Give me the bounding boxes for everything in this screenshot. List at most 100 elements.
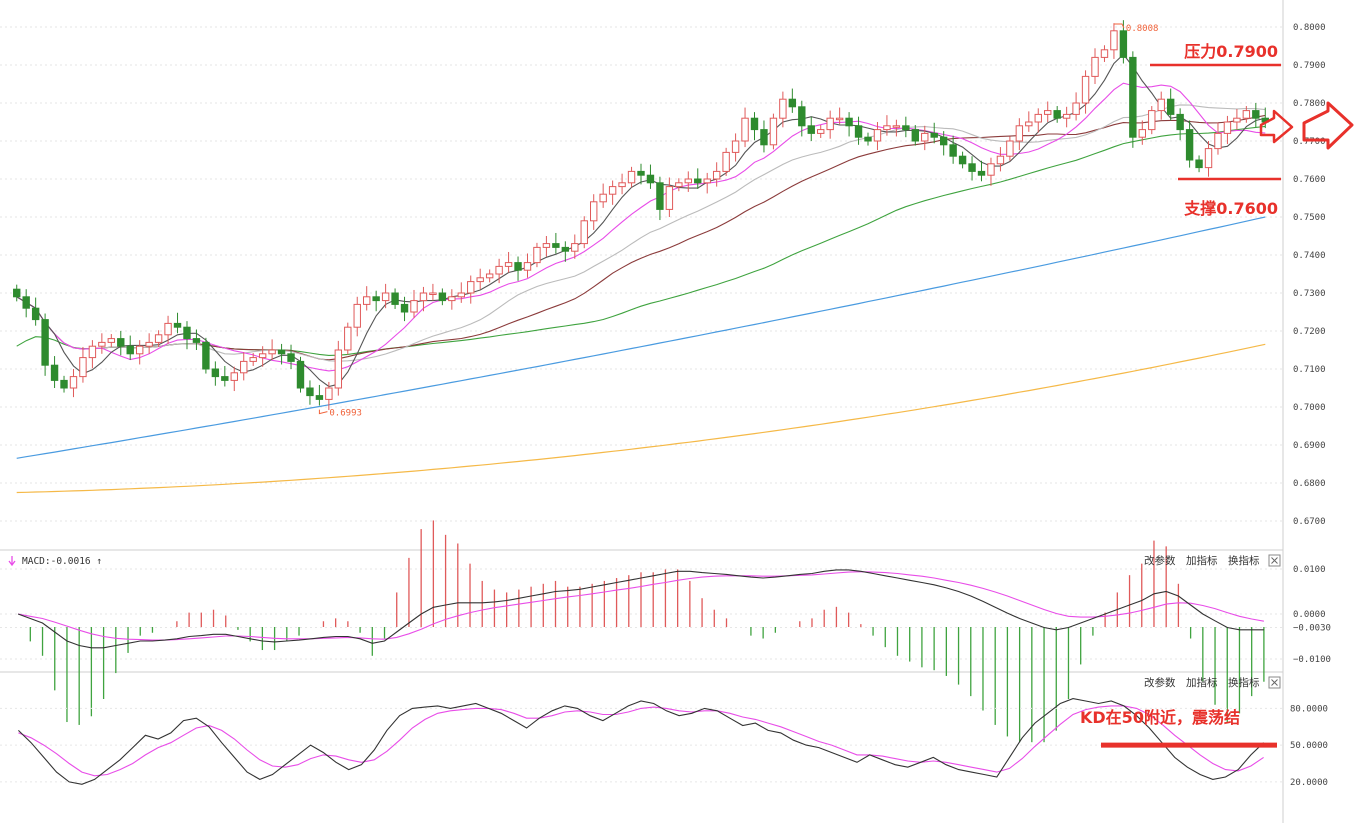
candle: [438, 288, 447, 306]
candle-body: [854, 125, 863, 138]
candle: [1072, 92, 1080, 121]
resistance-label: 压力0.7900: [1184, 42, 1278, 61]
add-indicator-button[interactable]: 加指标: [1186, 554, 1218, 567]
candle-body: [911, 129, 920, 142]
candle-body: [1044, 110, 1052, 115]
macd-tick-label: 0.0100: [1293, 565, 1326, 575]
candle: [1214, 122, 1222, 155]
candle: [939, 131, 948, 156]
red-right-arrow-icon: [1259, 101, 1354, 150]
candle-body: [1062, 113, 1071, 119]
candle-body: [22, 296, 30, 309]
price-tick-label: 0.7000: [1293, 403, 1326, 413]
candle-body: [1176, 113, 1184, 131]
candle-body: [930, 132, 938, 138]
candle: [344, 322, 352, 355]
candle-body: [571, 243, 579, 252]
candle: [608, 180, 617, 205]
candle: [788, 88, 797, 113]
candle: [523, 253, 532, 278]
candle: [968, 156, 976, 181]
kd-axis-ticks: 80.0000 50.0000 20.0000: [1290, 704, 1328, 788]
candle: [296, 356, 305, 393]
change-params-button[interactable]: 改参数: [1144, 554, 1176, 567]
candle-body: [826, 117, 834, 131]
candle: [202, 337, 210, 374]
candle-body: [1223, 121, 1232, 134]
candle-body: [117, 338, 125, 347]
candle-body: [542, 243, 551, 248]
kd-lines: [18, 698, 1264, 785]
candle: [845, 112, 853, 137]
candle-body: [60, 379, 68, 389]
candle-body: [977, 170, 986, 176]
candle: [580, 216, 588, 249]
resistance-annotation: 压力0.7900: [1150, 42, 1281, 67]
candle-body: [656, 182, 664, 210]
candle: [1138, 120, 1147, 145]
support-annotation: 支撑0.7600: [1178, 177, 1281, 218]
ma60-line: [16, 125, 1266, 356]
switch-indicator-button-kd[interactable]: 换指标: [1228, 676, 1260, 689]
candle-body: [779, 98, 787, 119]
candle: [656, 176, 664, 221]
candle: [60, 375, 68, 393]
candle-body: [760, 129, 768, 146]
high-marker-line: [1113, 23, 1125, 29]
candle: [1062, 106, 1071, 128]
candle: [381, 283, 390, 309]
candle-body: [221, 376, 229, 381]
close-icon[interactable]: [1268, 676, 1281, 689]
candle-body: [249, 357, 257, 362]
candle-body: [173, 322, 182, 328]
price-tick-label: 0.7400: [1293, 251, 1326, 261]
candle-body: [987, 163, 995, 176]
candle: [448, 289, 456, 310]
candle: [712, 162, 721, 187]
candle-body: [164, 322, 172, 336]
candle: [1252, 103, 1260, 128]
candle-body: [1053, 110, 1061, 119]
candle: [268, 339, 276, 360]
candle-body: [1129, 56, 1137, 138]
candle: [183, 321, 191, 350]
price-tick-label: 0.7100: [1293, 365, 1326, 375]
candle: [987, 157, 995, 186]
candle: [192, 329, 201, 350]
macd-tick-label: −0.0030: [1293, 624, 1331, 634]
candle: [930, 122, 938, 144]
candle: [684, 171, 692, 192]
candle: [1176, 108, 1184, 141]
candle-body: [1072, 102, 1080, 115]
candle-body: [561, 246, 570, 252]
candle: [98, 333, 106, 354]
candle: [504, 251, 513, 273]
candle-body: [883, 125, 891, 131]
switch-indicator-button[interactable]: 换指标: [1228, 554, 1260, 567]
price-tick-label: 0.7500: [1293, 213, 1326, 223]
candle-body: [798, 106, 806, 127]
candle: [741, 107, 749, 148]
candle-body: [608, 186, 617, 195]
candle: [798, 100, 806, 137]
candle-body: [183, 326, 191, 340]
candle: [514, 256, 522, 281]
low-marker: 0.6993: [318, 409, 362, 419]
candle-body: [145, 341, 153, 347]
kd-toolbar: 改参数 加指标 换指标: [1144, 676, 1281, 689]
candle: [135, 340, 144, 365]
support-label: 支撑0.7600: [1183, 199, 1278, 218]
change-params-button-kd[interactable]: 改参数: [1144, 676, 1176, 689]
candle: [410, 289, 418, 319]
candle-body: [353, 303, 361, 328]
add-indicator-button-kd[interactable]: 加指标: [1186, 676, 1218, 689]
candle: [230, 366, 238, 392]
candle-body: [552, 243, 560, 248]
candle-body: [722, 151, 730, 172]
close-icon[interactable]: [1268, 554, 1281, 567]
kd-note-label: KD在50附近，震荡结: [1080, 708, 1240, 727]
candle: [391, 288, 399, 309]
high-marker: 0.8008: [1113, 23, 1158, 34]
macd-histogram: [29, 520, 1265, 743]
candle-body: [949, 144, 957, 157]
